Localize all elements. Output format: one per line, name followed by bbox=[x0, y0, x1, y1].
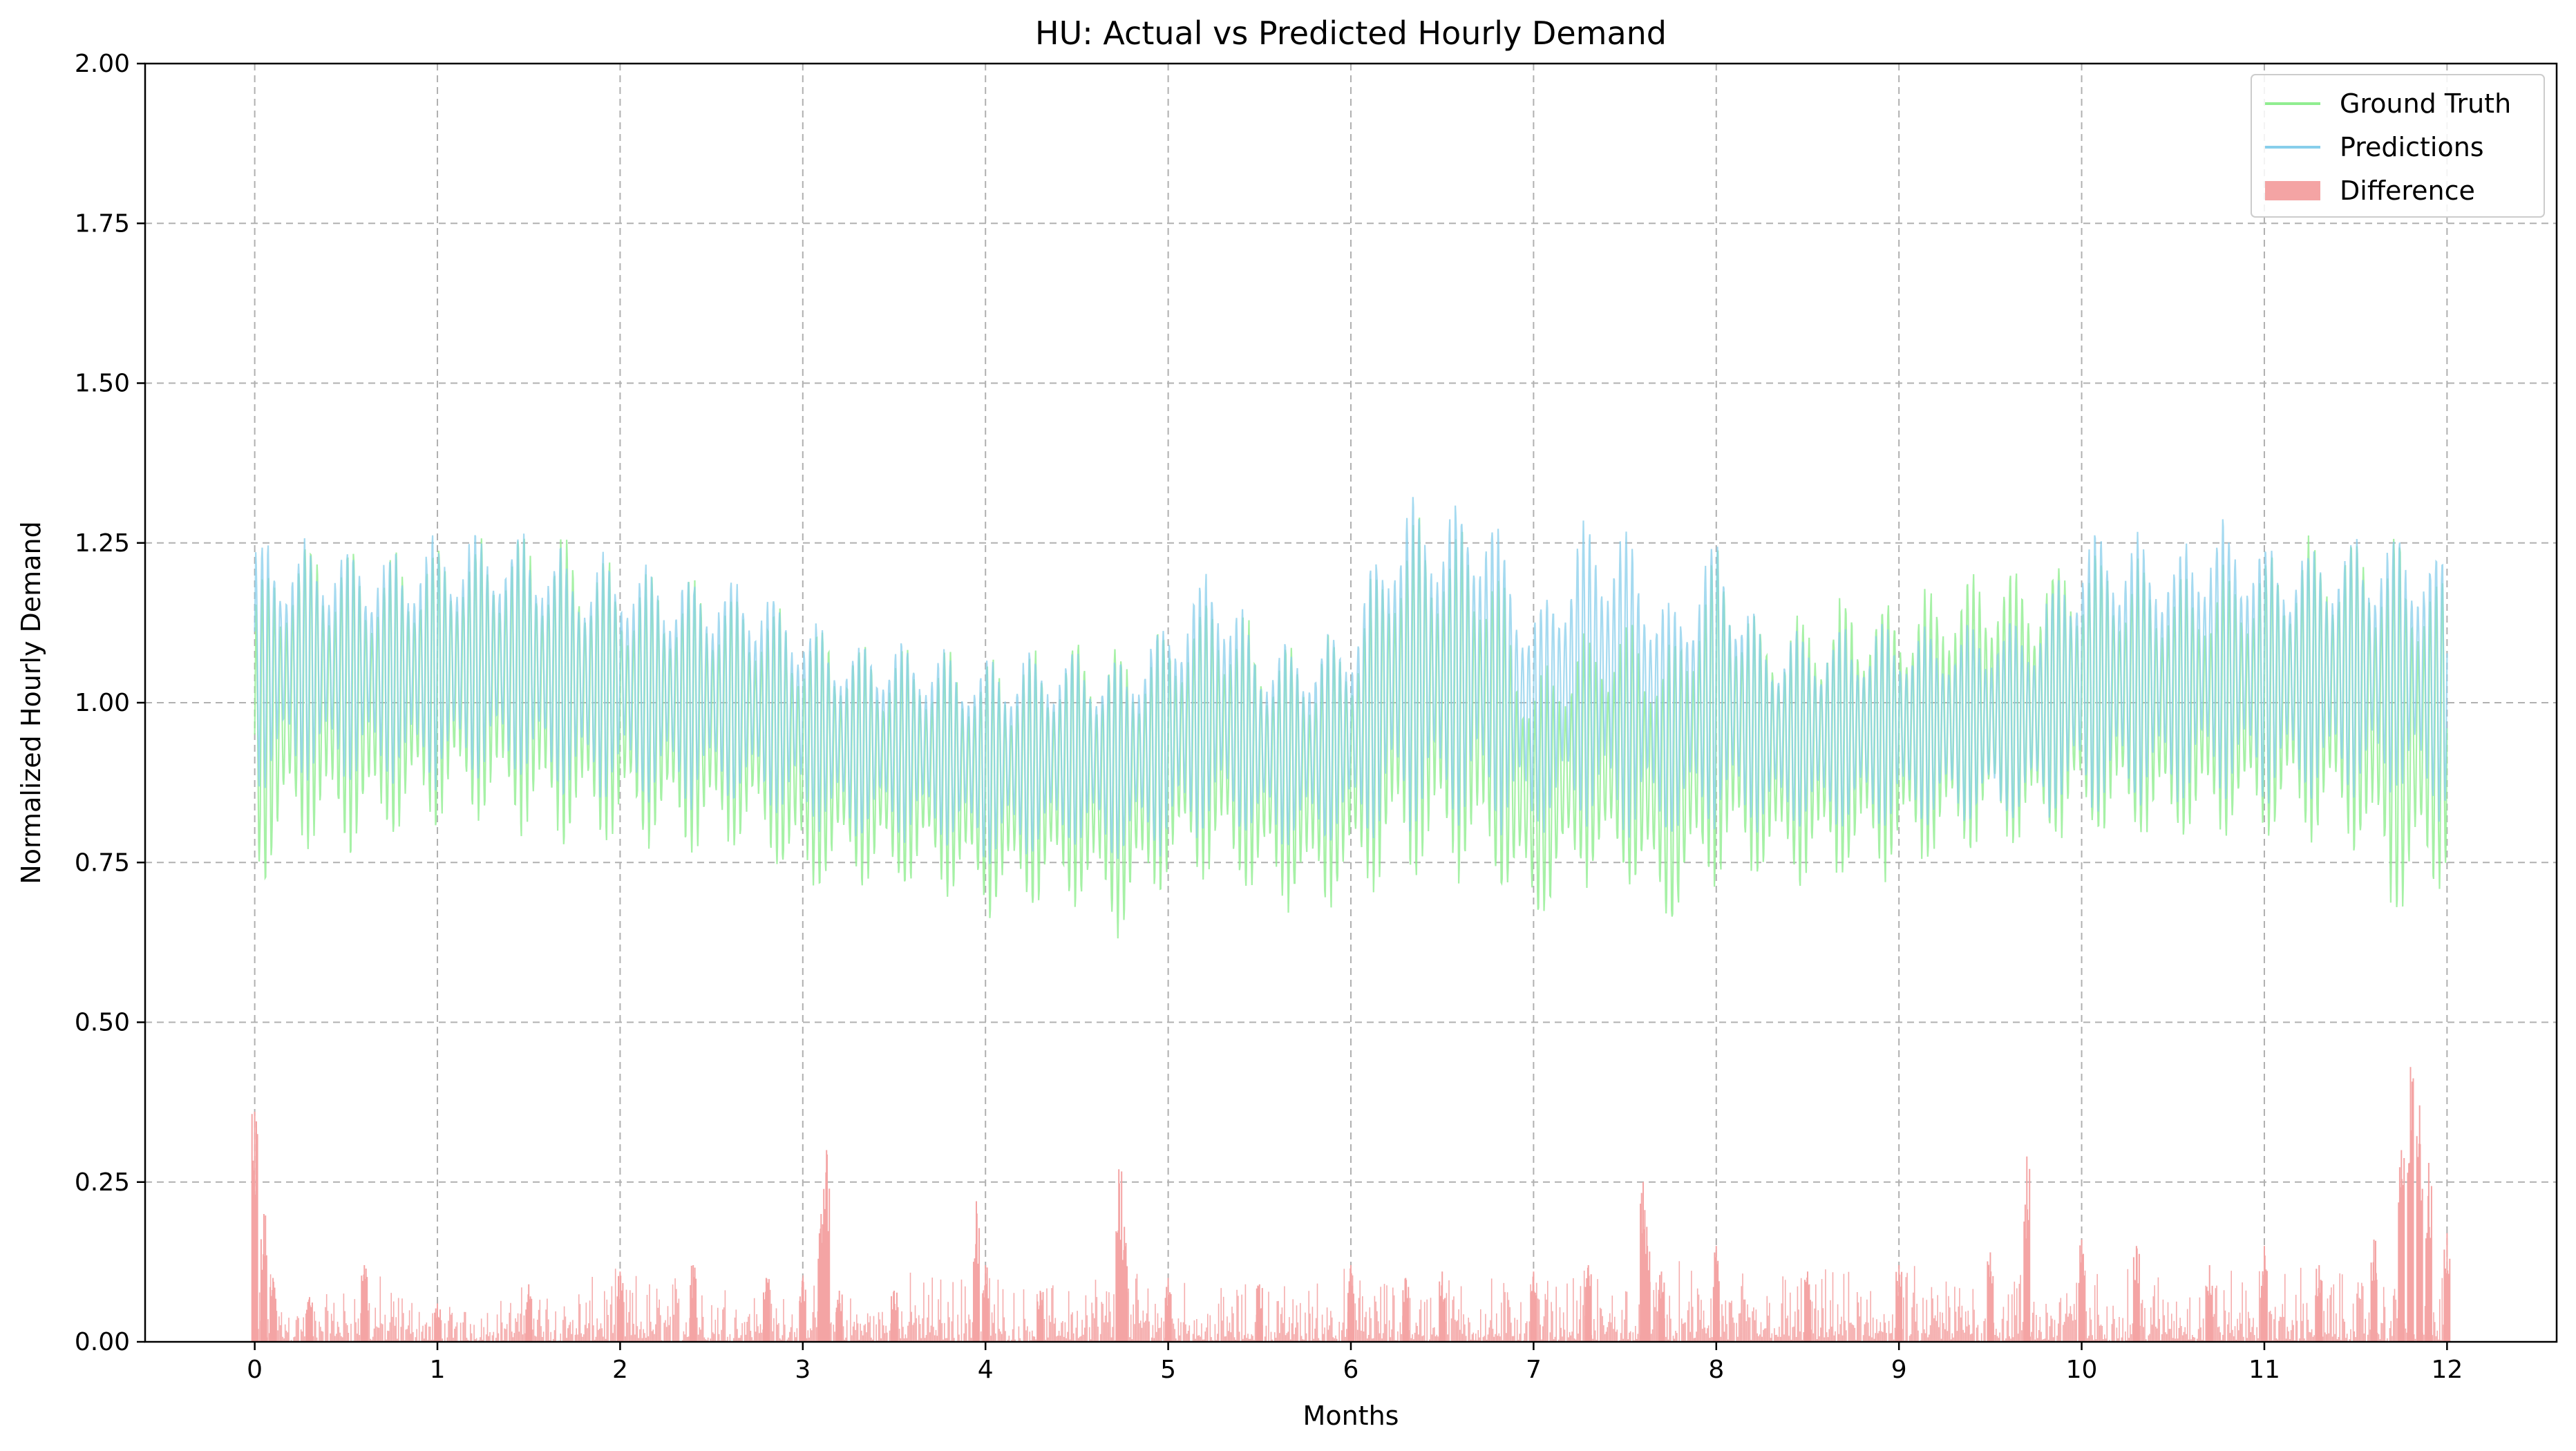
y-tick-label: 1.75 bbox=[75, 209, 130, 238]
difference-spike bbox=[1987, 1252, 1994, 1342]
difference-spike bbox=[2407, 1067, 2414, 1342]
y-tick-label: 1.00 bbox=[75, 689, 130, 717]
difference-spike bbox=[306, 1297, 313, 1342]
x-tick-label: 10 bbox=[2066, 1356, 2098, 1384]
y-tick-label: 0.25 bbox=[75, 1168, 130, 1197]
difference-spike bbox=[1439, 1271, 1446, 1342]
legend-label-ground-truth: Ground Truth bbox=[2340, 88, 2511, 119]
difference-spike bbox=[2206, 1265, 2213, 1342]
difference-spike bbox=[269, 1278, 276, 1342]
y-tick-label: 1.50 bbox=[75, 370, 130, 398]
difference-spike bbox=[763, 1278, 770, 1342]
difference-spike bbox=[982, 1265, 989, 1342]
difference-spike bbox=[251, 1112, 258, 1342]
x-tick-label: 1 bbox=[430, 1356, 446, 1384]
difference-spike bbox=[1643, 1226, 1651, 1342]
y-tick-label: 0.00 bbox=[75, 1328, 130, 1356]
difference-spike bbox=[2315, 1265, 2323, 1342]
legend-label-predictions: Predictions bbox=[2340, 132, 2484, 162]
y-tick-label: 1.25 bbox=[75, 529, 130, 558]
difference-spike bbox=[2398, 1150, 2405, 1342]
legend-box bbox=[2251, 74, 2545, 218]
difference-spike bbox=[1256, 1284, 1263, 1342]
x-tick-label: 11 bbox=[2248, 1356, 2280, 1384]
difference-spike bbox=[690, 1265, 697, 1342]
x-axis-label: Months bbox=[1303, 1401, 1399, 1431]
difference-spike bbox=[973, 1201, 980, 1342]
x-tick-label: 2 bbox=[612, 1356, 628, 1384]
difference-spike bbox=[1036, 1291, 1044, 1342]
difference-spike bbox=[1402, 1278, 1410, 1342]
difference-spike bbox=[1584, 1265, 1592, 1342]
difference-spike bbox=[817, 1214, 825, 1342]
difference-spike bbox=[2443, 1233, 2451, 1342]
ticks-layer: 0 1 2 3 4 5 6 7 8 9 10 11 120.000.250.500.751.001.25… bbox=[75, 50, 2463, 1384]
difference-spike bbox=[2425, 1163, 2432, 1342]
x-tick-label: 7 bbox=[1526, 1356, 1542, 1384]
x-tick-label: 0 bbox=[247, 1356, 263, 1384]
series-line-predictions bbox=[254, 497, 2448, 864]
difference-spike bbox=[1712, 1246, 1720, 1342]
difference-spike bbox=[525, 1284, 533, 1342]
chart-title: HU: Actual vs Predicted Hourly Demand bbox=[1035, 15, 1667, 52]
x-tick-label: 8 bbox=[1708, 1356, 1724, 1384]
difference-spike bbox=[1658, 1271, 1665, 1342]
difference-spike bbox=[1115, 1169, 1123, 1342]
difference-spike bbox=[2416, 1105, 2423, 1342]
difference-spike bbox=[891, 1291, 898, 1342]
y-tick-label: 0.50 bbox=[75, 1009, 130, 1037]
difference-spike bbox=[2078, 1240, 2085, 1342]
difference-spike bbox=[2023, 1156, 2031, 1342]
difference-spike bbox=[1895, 1265, 1903, 1342]
difference-spike bbox=[1804, 1271, 1811, 1342]
difference-spike bbox=[799, 1278, 806, 1342]
difference-spike bbox=[1164, 1278, 1172, 1342]
plot-layer bbox=[251, 497, 2451, 1342]
difference-spike bbox=[1347, 1265, 1354, 1342]
x-tick-label: 3 bbox=[795, 1356, 811, 1384]
y-tick-label: 0.75 bbox=[75, 848, 130, 877]
x-tick-label: 5 bbox=[1160, 1356, 1176, 1384]
y-tick-label: 2.00 bbox=[75, 50, 130, 78]
difference-spike bbox=[2370, 1240, 2378, 1342]
difference-spike bbox=[260, 1214, 267, 1342]
difference-spike bbox=[835, 1291, 843, 1342]
x-tick-label: 4 bbox=[978, 1356, 994, 1384]
difference-spike bbox=[434, 1303, 441, 1342]
difference-spike bbox=[1530, 1271, 1537, 1342]
y-axis-label: Normalized Hourly Demand bbox=[16, 521, 46, 884]
x-tick-label: 12 bbox=[2431, 1356, 2463, 1384]
legend-label-difference: Difference bbox=[2340, 176, 2475, 206]
x-tick-label: 9 bbox=[1891, 1356, 1907, 1384]
x-tick-label: 6 bbox=[1343, 1356, 1359, 1384]
difference-spike bbox=[2132, 1246, 2140, 1342]
difference-spike bbox=[1121, 1226, 1128, 1342]
difference-spike bbox=[823, 1150, 831, 1342]
difference-spike bbox=[2261, 1246, 2268, 1342]
difference-spike bbox=[361, 1265, 368, 1342]
legend-swatch-difference bbox=[2265, 181, 2320, 200]
legend: Ground Truth Predictions Difference bbox=[2251, 74, 2545, 218]
difference-spike bbox=[616, 1271, 624, 1342]
